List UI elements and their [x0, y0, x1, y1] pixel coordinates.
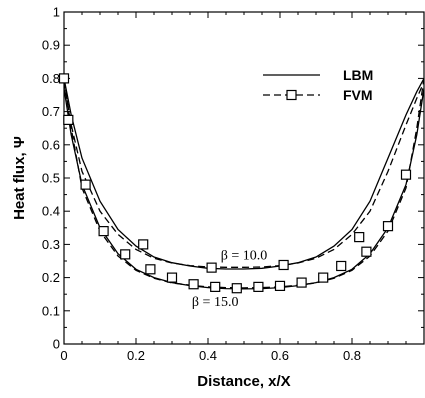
legend-marker-fvm — [286, 89, 297, 101]
legend-label-lbm: LBM — [343, 67, 373, 83]
plot-frame — [63, 11, 425, 345]
series-line-lbm — [64, 88, 424, 290]
fvm-marker — [382, 221, 394, 232]
fvm-marker — [206, 262, 217, 273]
x-tick-label: 0.6 — [271, 348, 289, 363]
fvm-marker — [145, 264, 156, 275]
y-axis-title: Heat flux, Ψ — [11, 136, 28, 220]
fvm-marker — [278, 259, 289, 271]
y-tick-label: 0.7 — [42, 104, 60, 119]
beta-15-label: β = 15.0 — [192, 295, 239, 310]
x-tick-label: 0.2 — [127, 348, 145, 363]
fvm-marker — [63, 114, 74, 126]
fvm-marker — [80, 179, 91, 190]
fvm-marker — [274, 280, 286, 291]
fvm-marker — [231, 283, 242, 294]
fvm-marker — [166, 272, 178, 283]
y-tick-label: 0.5 — [42, 171, 60, 186]
y-tick-label: 0.1 — [42, 303, 60, 318]
fvm-marker — [98, 226, 109, 237]
x-axis-title: Distance, x/X — [197, 373, 290, 390]
legend-label-fvm: FVM — [343, 87, 373, 103]
fvm-marker — [138, 239, 149, 250]
fvm-marker — [336, 260, 347, 272]
fvm-marker — [188, 279, 199, 290]
fvm-marker — [120, 249, 131, 260]
fvm-marker — [58, 73, 70, 84]
fvm-marker — [253, 281, 264, 292]
y-tick-label: 0.3 — [42, 237, 60, 252]
fvm-marker — [400, 169, 412, 180]
x-tick-label: 0.4 — [199, 348, 217, 363]
fvm-marker — [318, 272, 329, 283]
y-tick-label: 0.2 — [42, 270, 60, 285]
fvm-marker — [361, 246, 372, 257]
fvm-marker — [210, 281, 221, 292]
x-tick-label: 0.8 — [343, 348, 361, 363]
series-line-fvm — [64, 81, 424, 268]
fvm-marker — [296, 277, 307, 288]
fvm-marker — [354, 231, 365, 243]
x-tick-label: 0 — [60, 348, 67, 363]
y-tick-label: 0.6 — [42, 137, 60, 152]
y-tick-label: 0.4 — [42, 204, 60, 219]
beta-10-label: β = 10.0 — [221, 248, 268, 263]
y-tick-label: 0.9 — [42, 38, 60, 53]
series-line-fvm — [64, 78, 424, 289]
y-tick-label: 1 — [53, 5, 60, 20]
series-line-lbm — [64, 78, 424, 270]
y-tick-label: 0.8 — [42, 71, 60, 86]
y-tick-label: 0 — [53, 337, 60, 352]
